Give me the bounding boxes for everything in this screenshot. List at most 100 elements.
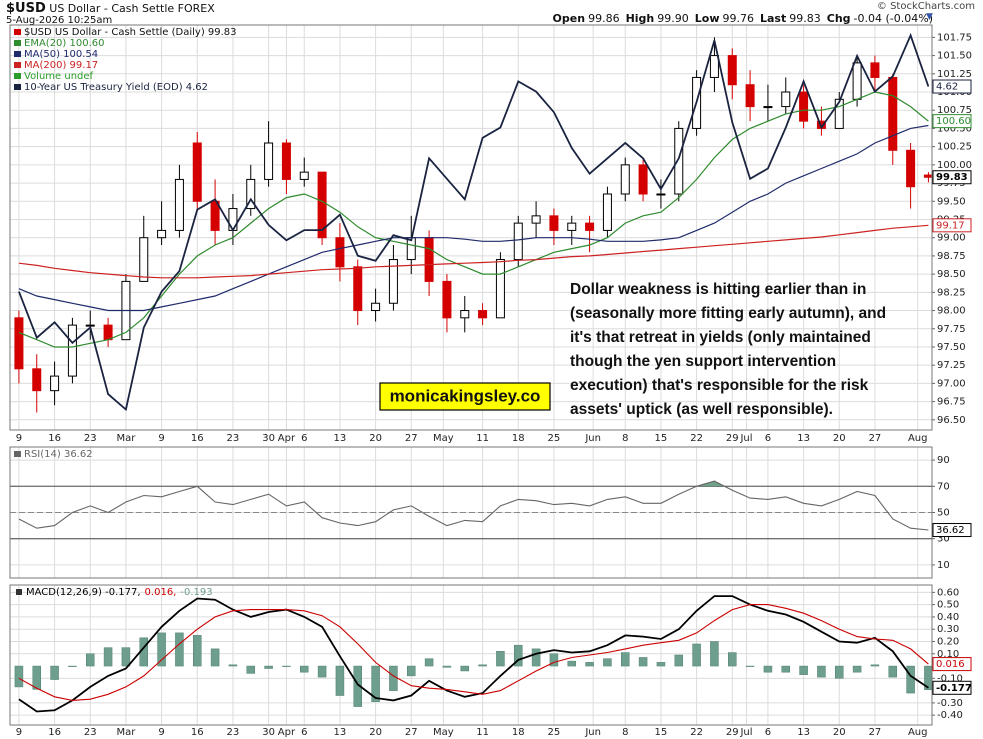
histogram-bar <box>603 658 612 667</box>
histogram-bar <box>228 664 238 667</box>
commentary-line: (seasonally more fitting early autumn), … <box>570 305 886 322</box>
source: © StockCharts.com <box>876 1 975 12</box>
histogram-bar <box>924 665 932 691</box>
legend-swatch <box>14 29 21 35</box>
y-tick-label: 0.60 <box>937 587 959 598</box>
y-tick-label: 30 <box>937 534 950 545</box>
plot-area <box>14 595 932 713</box>
candle-body <box>335 237 345 268</box>
histogram-bar <box>728 652 737 667</box>
histogram-bar <box>496 651 505 667</box>
candle-body <box>192 142 202 202</box>
x-tick-label: Mar <box>116 727 136 738</box>
x-tick-label: Mar <box>116 433 136 444</box>
histogram-bar <box>424 658 434 667</box>
x-tick-label: 13 <box>334 433 347 444</box>
commentary-line: though the yen support intervention <box>570 353 836 370</box>
histogram-bar <box>264 665 273 669</box>
candle-body <box>799 91 809 122</box>
candle-body <box>602 193 612 231</box>
histogram-bar <box>514 644 523 667</box>
histogram-bar <box>157 632 166 667</box>
y-tick-label: 98.25 <box>937 287 966 298</box>
last-value-label: 100.60 <box>936 116 971 127</box>
rsi-line <box>18 480 929 531</box>
y-tick-label: 101.25 <box>937 69 972 80</box>
candle-body <box>513 222 523 261</box>
moving-average-line <box>18 124 929 312</box>
histogram-bar <box>175 632 184 667</box>
symbol-line: $USD US Dollar - Cash Settle FOREX <box>6 1 215 16</box>
histogram-bar <box>371 665 380 702</box>
histogram-bar <box>300 665 309 673</box>
histogram-bar <box>906 665 915 694</box>
quote-value: 99.83 <box>789 12 821 25</box>
y-tick-label: 0.10 <box>937 649 959 660</box>
candle-body <box>709 55 719 78</box>
quote-label: Last <box>760 12 787 25</box>
exchange: FOREX <box>177 2 215 15</box>
y-tick-label: 10 <box>937 560 950 571</box>
candle-body <box>424 237 434 282</box>
candle-body <box>50 375 60 392</box>
quote-value: 99.86 <box>588 12 620 25</box>
x-tick-label: 15 <box>655 433 668 444</box>
y-tick-label: 100.25 <box>937 142 972 153</box>
last-value-box <box>932 114 972 129</box>
x-tick-label: 23 <box>227 433 240 444</box>
quote-label: Open <box>552 12 586 25</box>
candle-body <box>852 62 862 100</box>
legend-swatch <box>16 589 22 595</box>
legend-entry: -0.193 <box>180 587 212 598</box>
description: US Dollar - Cash Settle <box>49 2 175 15</box>
histogram-bar <box>103 647 113 667</box>
x-tick-label: 20 <box>369 727 382 738</box>
histogram-bar <box>86 653 95 667</box>
y-tick-label: 98.00 <box>937 306 966 317</box>
x-tick-label: 29 <box>726 433 739 444</box>
x-tick-label: Apr <box>278 433 296 444</box>
candle-body <box>620 164 630 195</box>
candle-body <box>32 368 42 392</box>
commentary-line: execution) that's responsible for the ri… <box>570 377 869 394</box>
x-tick-label: 15 <box>655 727 668 738</box>
last-value-box <box>932 79 972 94</box>
quote-label: Chg <box>826 12 851 25</box>
x-tick-label: 23 <box>227 727 240 738</box>
x-tick-label: 22 <box>690 433 703 444</box>
legend-swatch <box>14 40 21 46</box>
histogram-bar <box>567 660 577 667</box>
last-value-box <box>932 218 972 233</box>
histogram-bar <box>68 665 77 667</box>
histogram-bar <box>282 665 291 667</box>
y-tick-label: 98.75 <box>937 251 966 262</box>
histogram-bar <box>14 665 24 688</box>
candle-body <box>67 324 77 377</box>
histogram-bar <box>353 665 363 707</box>
histogram-bar <box>763 665 773 673</box>
y-tick-label: 96.75 <box>937 397 966 408</box>
x-tick-label: 20 <box>369 433 382 444</box>
macd-line <box>18 595 929 713</box>
quote-value: 99.76 <box>722 12 755 25</box>
x-tick-label: 18 <box>512 727 525 738</box>
x-tick-label: 16 <box>191 727 204 738</box>
x-tick-label: 13 <box>797 433 810 444</box>
last-value-label: 99.17 <box>936 220 965 231</box>
legend-entry: 10-Year US Treasury Yield (EOD) 4.62 <box>24 82 208 93</box>
x-tick-label: 27 <box>405 727 418 738</box>
last-value-label: 0.016 <box>936 659 965 670</box>
legend-swatch <box>14 84 21 90</box>
x-tick-label: 27 <box>405 433 418 444</box>
candle-body <box>460 310 470 319</box>
x-tick-label: 6 <box>301 433 307 444</box>
candle-body <box>228 208 238 231</box>
candle-body <box>14 317 24 370</box>
x-tick-label: 6 <box>765 433 771 444</box>
histogram-bar <box>817 665 826 678</box>
candle-body <box>246 178 256 210</box>
candle-body <box>567 222 577 231</box>
panel-border <box>9 24 933 431</box>
x-tick-label: 9 <box>158 727 164 738</box>
